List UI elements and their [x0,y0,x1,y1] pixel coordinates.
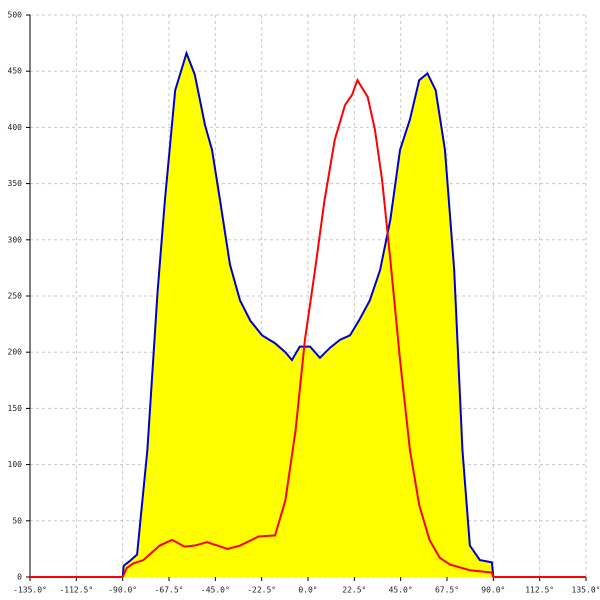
x-tick-label: -112.5° [59,586,93,595]
x-tick-label: 0.0° [298,586,317,595]
series-line [30,77,586,578]
series-line [121,50,495,578]
area-fill [122,53,494,577]
y-tick-label: 150 [8,404,23,413]
y-tick-label: 100 [8,460,23,469]
y-tick-label: 450 [8,67,23,76]
y-tick-label: 300 [8,235,23,244]
x-tick-label: -45.0° [201,586,230,595]
x-tick-label: 45.0° [389,586,413,595]
x-tick-label: -90.0° [108,586,137,595]
y-tick-label: 0 [17,573,22,582]
x-tick-label: 135.0° [572,586,600,595]
x-tick-label: -67.5° [155,586,184,595]
y-tick-label: 350 [8,179,23,188]
x-tick-label: 67.5° [435,586,459,595]
y-tick-label: 400 [8,123,23,132]
x-tick-label: 22.5° [342,586,366,595]
y-tick-label: 50 [12,516,22,525]
x-tick-label: -135.0° [13,586,47,595]
y-tick-label: 500 [8,11,23,20]
x-tick-label: -22.5° [247,586,276,595]
x-tick-label: 90.0° [481,586,505,595]
x-tick-label: 112.5° [525,586,554,595]
y-tick-label: 200 [8,348,23,357]
y-tick-label: 250 [8,292,23,301]
